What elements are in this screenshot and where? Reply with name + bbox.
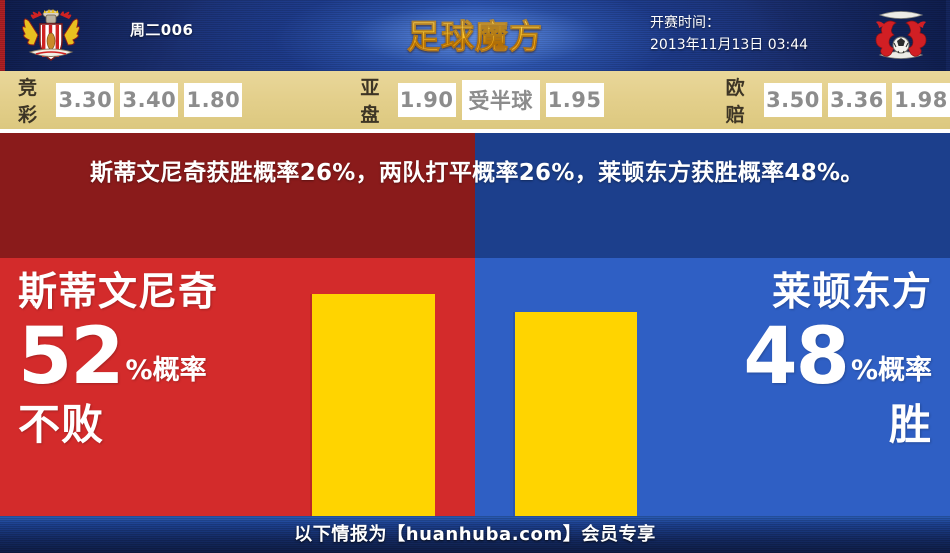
home-probability-bar [312, 294, 435, 516]
odds-group-yapan: 亚盘 1.90 受半球 1.95 [360, 73, 604, 127]
odds-bar: 竞彩 3.30 3.40 1.80 亚盘 1.90 受半球 1.95 欧赔 3.… [0, 71, 950, 129]
odds-group-label: 竞彩 [18, 77, 39, 126]
home-outcome-label: 不败 [18, 400, 105, 449]
odds-cell-away[interactable]: 1.80 [184, 83, 243, 117]
summary-band-right-half [475, 133, 950, 258]
summary-band: 斯蒂文尼奇获胜概率26%，两队打平概率26%，莱顿东方获胜概率48%。 [0, 133, 950, 258]
odds-cell-home[interactable]: 1.90 [397, 83, 456, 117]
odds-cell-draw[interactable]: 3.36 [827, 83, 886, 117]
odds-group-label: 亚盘 [360, 77, 381, 126]
summary-text: 斯蒂文尼奇获胜概率26%，两队打平概率26%，莱顿东方获胜概率48%。 [90, 160, 864, 186]
odds-cell-away[interactable]: 1.95 [545, 83, 604, 117]
header-left-accent [0, 0, 5, 71]
odds-group-label: 欧赔 [725, 77, 746, 126]
header-bar: 周二006 足球魔方 开赛时间： 2013年11月13日 03:44 [0, 0, 950, 71]
away-percentage-value: 48 [743, 312, 850, 402]
header-right-accent [946, 0, 950, 71]
odds-group-oupei: 欧赔 3.50 3.36 1.98 [726, 73, 950, 127]
footer-bar: 以下情报为【huanhuba.com】会员专享 [0, 516, 950, 553]
leyton-orient-crest-icon [866, 5, 936, 67]
odds-cell-home[interactable]: 3.50 [763, 83, 822, 117]
kickoff-value: 2013年11月13日 03:44 [650, 37, 809, 53]
match-code: 周二006 [130, 21, 194, 39]
site-logo[interactable]: 足球魔方 [0, 4, 950, 68]
home-team-block: 斯蒂文尼奇 52 %概率 不败 [18, 270, 298, 450]
away-outcome-label: 胜 [888, 400, 932, 449]
divider-line [0, 129, 950, 133]
home-team-name: 斯蒂文尼奇 [18, 270, 219, 315]
summary-band-left-half [0, 133, 475, 258]
odds-group-jingcai: 竞彩 3.30 3.40 1.80 [18, 73, 243, 127]
away-team-name: 莱顿东方 [771, 270, 932, 315]
odds-cell-handicap[interactable]: 受半球 [461, 80, 540, 120]
home-percentage-suffix: %概率 [125, 355, 207, 386]
home-percentage-row: 52 %概率 [18, 318, 298, 396]
away-team-block: 莱顿东方 48 %概率 胜 [652, 270, 932, 450]
footer-text: 以下情报为【huanhuba.com】会员专享 [294, 524, 656, 545]
odds-cell-draw[interactable]: 3.40 [120, 83, 179, 117]
away-probability-bar [515, 312, 637, 516]
stevenage-crest-icon [16, 5, 86, 67]
probability-chart: 斯蒂文尼奇 52 %概率 不败 莱顿东方 48 %概率 胜 [0, 258, 950, 516]
site-logo-text: 足球魔方 [407, 10, 543, 58]
kickoff-label: 开赛时间： [650, 15, 720, 31]
kickoff-time-block: 开赛时间： 2013年11月13日 03:44 [650, 12, 808, 56]
odds-cell-home[interactable]: 3.30 [56, 83, 115, 117]
odds-cell-away[interactable]: 1.98 [891, 83, 950, 117]
home-percentage-value: 52 [18, 312, 125, 402]
away-percentage-row: 48 %概率 [652, 318, 932, 396]
away-percentage-suffix: %概率 [850, 355, 932, 386]
